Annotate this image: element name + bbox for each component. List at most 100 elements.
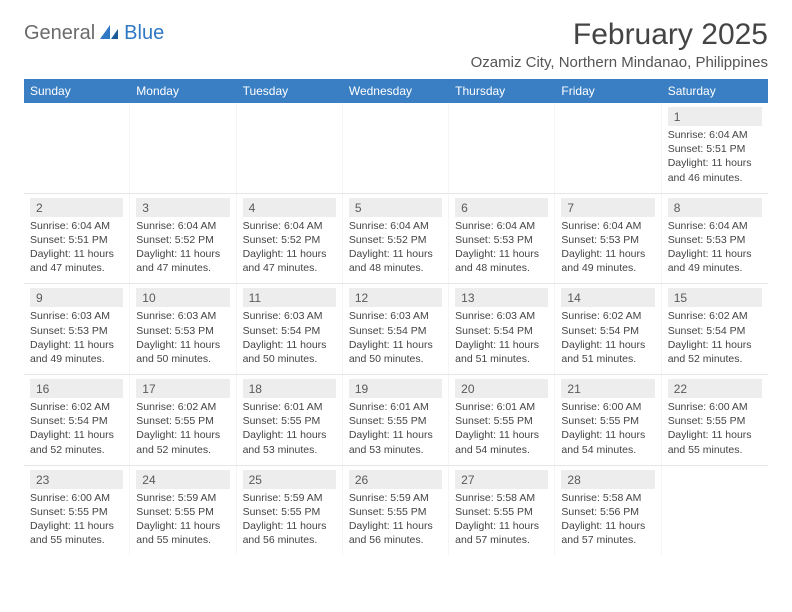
sunset-line: Sunset: 5:52 PM [243, 233, 336, 247]
day-number: 24 [136, 470, 229, 489]
day-number: 6 [455, 198, 548, 217]
day-info: Sunrise: 6:02 AMSunset: 5:55 PMDaylight:… [136, 398, 229, 457]
calendar-cell: 21Sunrise: 6:00 AMSunset: 5:55 PMDayligh… [555, 375, 661, 465]
calendar-cell: 13Sunrise: 6:03 AMSunset: 5:54 PMDayligh… [449, 284, 555, 374]
sunrise-line: Sunrise: 6:02 AM [30, 400, 123, 414]
day-info: Sunrise: 5:59 AMSunset: 5:55 PMDaylight:… [136, 489, 229, 548]
calendar-cell: 9Sunrise: 6:03 AMSunset: 5:53 PMDaylight… [24, 284, 130, 374]
day-number: 3 [136, 198, 229, 217]
calendar-cell-empty [24, 103, 130, 193]
calendar-cell: 1Sunrise: 6:04 AMSunset: 5:51 PMDaylight… [662, 103, 768, 193]
daylight-line: Daylight: 11 hours and 55 minutes. [30, 519, 123, 547]
sunset-line: Sunset: 5:55 PM [455, 414, 548, 428]
logo-word-general: General [24, 22, 95, 45]
day-info: Sunrise: 6:00 AMSunset: 5:55 PMDaylight:… [561, 398, 654, 457]
day-number: 10 [136, 288, 229, 307]
sunrise-line: Sunrise: 5:59 AM [136, 491, 229, 505]
calendar-cell: 6Sunrise: 6:04 AMSunset: 5:53 PMDaylight… [449, 194, 555, 284]
day-number: 8 [668, 198, 762, 217]
calendar-week-row: 23Sunrise: 6:00 AMSunset: 5:55 PMDayligh… [24, 466, 768, 556]
day-info: Sunrise: 6:00 AMSunset: 5:55 PMDaylight:… [30, 489, 123, 548]
weekday-header-friday: Friday [555, 79, 661, 103]
calendar-cell-empty [237, 103, 343, 193]
calendar-cell: 17Sunrise: 6:02 AMSunset: 5:55 PMDayligh… [130, 375, 236, 465]
calendar-cell: 25Sunrise: 5:59 AMSunset: 5:55 PMDayligh… [237, 466, 343, 556]
sunrise-line: Sunrise: 6:04 AM [455, 219, 548, 233]
sunrise-line: Sunrise: 6:03 AM [243, 309, 336, 323]
day-info: Sunrise: 6:02 AMSunset: 5:54 PMDaylight:… [561, 307, 654, 366]
sunset-line: Sunset: 5:52 PM [136, 233, 229, 247]
daylight-line: Daylight: 11 hours and 47 minutes. [136, 247, 229, 275]
sunset-line: Sunset: 5:55 PM [243, 505, 336, 519]
day-info: Sunrise: 5:59 AMSunset: 5:55 PMDaylight:… [349, 489, 442, 548]
daylight-line: Daylight: 11 hours and 53 minutes. [349, 428, 442, 456]
daylight-line: Daylight: 11 hours and 52 minutes. [136, 428, 229, 456]
daylight-line: Daylight: 11 hours and 49 minutes. [668, 247, 762, 275]
calendar-cell: 11Sunrise: 6:03 AMSunset: 5:54 PMDayligh… [237, 284, 343, 374]
sunset-line: Sunset: 5:51 PM [30, 233, 123, 247]
sunrise-line: Sunrise: 6:04 AM [668, 219, 762, 233]
daylight-line: Daylight: 11 hours and 49 minutes. [30, 338, 123, 366]
sunrise-line: Sunrise: 6:00 AM [561, 400, 654, 414]
sunset-line: Sunset: 5:54 PM [349, 324, 442, 338]
daylight-line: Daylight: 11 hours and 48 minutes. [455, 247, 548, 275]
daylight-line: Daylight: 11 hours and 46 minutes. [668, 156, 762, 184]
day-number: 12 [349, 288, 442, 307]
sunrise-line: Sunrise: 6:01 AM [349, 400, 442, 414]
calendar-cell: 8Sunrise: 6:04 AMSunset: 5:53 PMDaylight… [662, 194, 768, 284]
sunset-line: Sunset: 5:55 PM [30, 505, 123, 519]
calendar-cell-empty [343, 103, 449, 193]
daylight-line: Daylight: 11 hours and 56 minutes. [243, 519, 336, 547]
weekday-header-row: Sunday Monday Tuesday Wednesday Thursday… [24, 79, 768, 103]
weekday-header-saturday: Saturday [662, 79, 768, 103]
daylight-line: Daylight: 11 hours and 56 minutes. [349, 519, 442, 547]
weekday-header-thursday: Thursday [449, 79, 555, 103]
sunset-line: Sunset: 5:53 PM [668, 233, 762, 247]
sunrise-line: Sunrise: 6:03 AM [30, 309, 123, 323]
sunset-line: Sunset: 5:55 PM [349, 414, 442, 428]
sunrise-line: Sunrise: 6:03 AM [349, 309, 442, 323]
sunset-line: Sunset: 5:51 PM [668, 142, 762, 156]
day-number: 21 [561, 379, 654, 398]
daylight-line: Daylight: 11 hours and 57 minutes. [455, 519, 548, 547]
day-number: 15 [668, 288, 762, 307]
daylight-line: Daylight: 11 hours and 50 minutes. [136, 338, 229, 366]
sunset-line: Sunset: 5:53 PM [561, 233, 654, 247]
daylight-line: Daylight: 11 hours and 57 minutes. [561, 519, 654, 547]
sunset-line: Sunset: 5:55 PM [136, 414, 229, 428]
sunrise-line: Sunrise: 6:02 AM [668, 309, 762, 323]
day-info: Sunrise: 6:02 AMSunset: 5:54 PMDaylight:… [668, 307, 762, 366]
calendar-cell: 7Sunrise: 6:04 AMSunset: 5:53 PMDaylight… [555, 194, 661, 284]
sunrise-line: Sunrise: 6:04 AM [136, 219, 229, 233]
day-info: Sunrise: 6:04 AMSunset: 5:53 PMDaylight:… [455, 217, 548, 276]
logo-word-blue: Blue [124, 22, 164, 45]
daylight-line: Daylight: 11 hours and 52 minutes. [30, 428, 123, 456]
sunrise-line: Sunrise: 5:58 AM [561, 491, 654, 505]
calendar-cell: 18Sunrise: 6:01 AMSunset: 5:55 PMDayligh… [237, 375, 343, 465]
day-number: 9 [30, 288, 123, 307]
sunrise-line: Sunrise: 5:58 AM [455, 491, 548, 505]
calendar-cell: 26Sunrise: 5:59 AMSunset: 5:55 PMDayligh… [343, 466, 449, 556]
day-info: Sunrise: 6:03 AMSunset: 5:53 PMDaylight:… [30, 307, 123, 366]
calendar-cell: 3 Sunrise: 6:04 AMSunset: 5:52 PMDaylight… [130, 194, 236, 284]
calendar-cell: 27Sunrise: 5:58 AMSunset: 5:55 PMDayligh… [449, 466, 555, 556]
calendar-cell: 14Sunrise: 6:02 AMSunset: 5:54 PMDayligh… [555, 284, 661, 374]
day-number: 13 [455, 288, 548, 307]
day-number: 18 [243, 379, 336, 398]
day-info: Sunrise: 6:04 AMSunset: 5:53 PMDaylight:… [668, 217, 762, 276]
calendar-weeks: 1Sunrise: 6:04 AMSunset: 5:51 PMDaylight… [24, 103, 768, 555]
sunrise-line: Sunrise: 5:59 AM [243, 491, 336, 505]
daylight-line: Daylight: 11 hours and 49 minutes. [561, 247, 654, 275]
logo-sail-icon [98, 23, 120, 44]
sunset-line: Sunset: 5:53 PM [455, 233, 548, 247]
sunset-line: Sunset: 5:55 PM [668, 414, 762, 428]
calendar-week-row: 2Sunrise: 6:04 AMSunset: 5:51 PMDaylight… [24, 194, 768, 285]
sunrise-line: Sunrise: 6:04 AM [349, 219, 442, 233]
day-number: 19 [349, 379, 442, 398]
sunrise-line: Sunrise: 6:02 AM [136, 400, 229, 414]
sunset-line: Sunset: 5:55 PM [243, 414, 336, 428]
calendar-cell: 2Sunrise: 6:04 AMSunset: 5:51 PMDaylight… [24, 194, 130, 284]
sunrise-line: Sunrise: 6:00 AM [668, 400, 762, 414]
daylight-line: Daylight: 11 hours and 51 minutes. [561, 338, 654, 366]
daylight-line: Daylight: 11 hours and 47 minutes. [30, 247, 123, 275]
